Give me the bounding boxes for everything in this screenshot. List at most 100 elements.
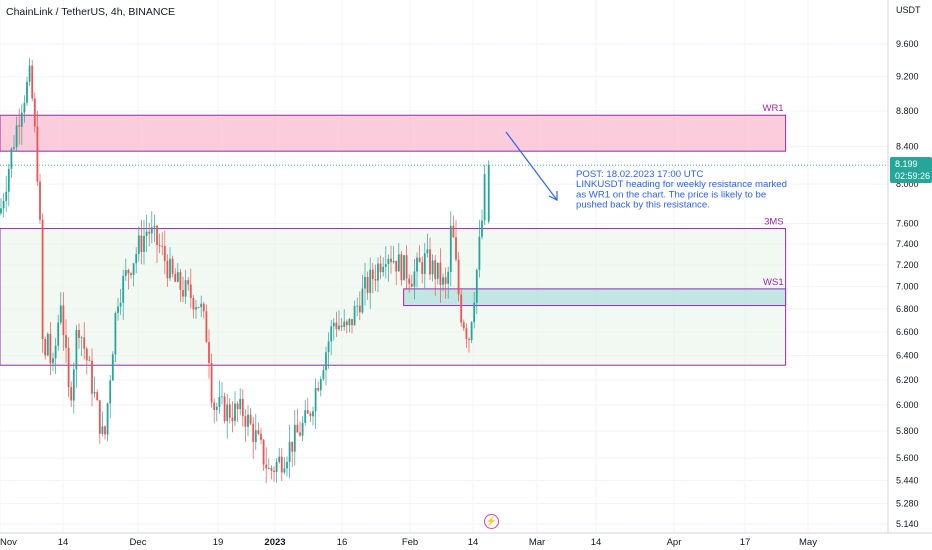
candle-body <box>439 262 442 285</box>
candles <box>0 57 490 484</box>
candle-body <box>296 424 299 433</box>
currency-label: USDT <box>896 5 921 15</box>
candle-body <box>338 325 340 330</box>
candle-body <box>457 259 460 295</box>
candle-body <box>41 219 44 340</box>
candle-body <box>358 305 361 313</box>
candle-body <box>223 396 226 422</box>
x-tick-label: 14 <box>468 537 479 548</box>
candle-body <box>104 426 106 435</box>
candle-body <box>444 277 447 284</box>
candle-body <box>114 312 117 355</box>
candle-body <box>140 235 143 252</box>
candle-body <box>161 246 164 247</box>
y-tick-label: 6.000 <box>896 400 919 410</box>
candle-body <box>312 411 314 417</box>
candle-body <box>39 181 41 220</box>
y-tick-label: 8.400 <box>896 142 919 152</box>
candle-body <box>335 322 338 330</box>
candle-body <box>265 464 268 469</box>
candle-body <box>52 358 54 364</box>
candle-body <box>418 257 421 263</box>
annotation-line: POST: 18.02.2023 17:00 UTC <box>576 169 704 180</box>
x-tick-label: Apr <box>667 537 682 548</box>
time-axis[interactable]: Nov 14 Dec 19 2023 16 Feb 14 Mar 14 Apr 17 May <box>0 537 817 548</box>
x-tick-label: 14 <box>591 537 602 548</box>
candle-body <box>241 398 244 417</box>
candle-body <box>280 456 283 473</box>
lightning-icon[interactable]: ⚡ <box>484 514 499 529</box>
candle-body <box>340 325 343 327</box>
candle-body <box>413 271 416 287</box>
candle-body <box>124 269 127 276</box>
candle-body <box>278 456 281 463</box>
candle-body <box>236 403 239 410</box>
candle-body <box>462 322 465 329</box>
candle-body <box>283 468 286 473</box>
candle-body <box>28 65 31 82</box>
annotation-line: LINKUSDT heading for weekly resistance m… <box>576 179 787 190</box>
candle-body <box>215 406 218 410</box>
candle-body <box>436 262 439 279</box>
candle-body <box>218 396 221 407</box>
candle-body <box>366 276 369 293</box>
candle-body <box>70 387 73 401</box>
y-tick-label: 9.200 <box>896 72 919 82</box>
candle-body <box>434 260 437 279</box>
candle-body <box>10 148 13 169</box>
candle-body <box>33 98 36 127</box>
candle-body <box>301 422 304 436</box>
candle-body <box>421 262 424 274</box>
candle-body <box>111 354 114 381</box>
bar-countdown: 02:59:26 <box>895 171 931 181</box>
candle-body <box>260 433 262 440</box>
candle-body <box>226 404 229 422</box>
candle-body <box>371 269 374 279</box>
candle-body <box>468 339 470 341</box>
y-tick-label: 5.600 <box>896 453 919 463</box>
candle-body <box>364 276 366 289</box>
candle-body <box>382 266 385 273</box>
y-tick-label: 7.400 <box>896 239 919 249</box>
candle-body <box>304 410 307 423</box>
y-tick-label: 6.400 <box>896 351 919 361</box>
candle-body <box>322 370 325 380</box>
y-tick-label: 5.800 <box>896 426 919 436</box>
candle-body <box>210 363 213 403</box>
candle-body <box>481 220 483 237</box>
candle-body <box>257 430 260 434</box>
candle-body <box>130 273 132 275</box>
candle-body <box>65 335 67 348</box>
x-tick-label: 2023 <box>264 537 285 548</box>
zone-label: 3MS <box>764 217 784 228</box>
candle-body <box>127 269 130 274</box>
candle-body <box>187 280 190 285</box>
y-tick-label: 6.600 <box>896 327 919 337</box>
candle-body <box>327 341 330 353</box>
candle-body <box>179 272 182 290</box>
candle-body <box>478 236 481 270</box>
candle-body <box>351 319 353 326</box>
candle-body <box>234 403 236 422</box>
y-tick-label: 7.600 <box>896 218 919 228</box>
candle-body <box>267 468 270 469</box>
candle-body <box>85 348 88 361</box>
candle-body <box>475 269 478 303</box>
candle-body <box>330 326 333 342</box>
candle-body <box>98 400 101 434</box>
candle-body <box>18 125 21 127</box>
candle-body <box>49 333 52 364</box>
candle-body <box>254 430 257 442</box>
y-tick-label: 5.140 <box>896 519 919 529</box>
candle-body <box>150 227 153 234</box>
zone-ws1 <box>403 288 787 307</box>
y-tick-label: 7.000 <box>896 282 919 292</box>
candle-body <box>145 231 148 236</box>
arrow-head <box>548 191 558 201</box>
zone-wr1 <box>0 114 787 152</box>
candle-body <box>452 225 455 238</box>
price-axis[interactable]: 5.140 5.280 5.440 5.600 5.800 6.000 6.200 6.400… <box>896 5 921 529</box>
candle-body <box>202 303 205 312</box>
candle-body <box>374 278 377 281</box>
